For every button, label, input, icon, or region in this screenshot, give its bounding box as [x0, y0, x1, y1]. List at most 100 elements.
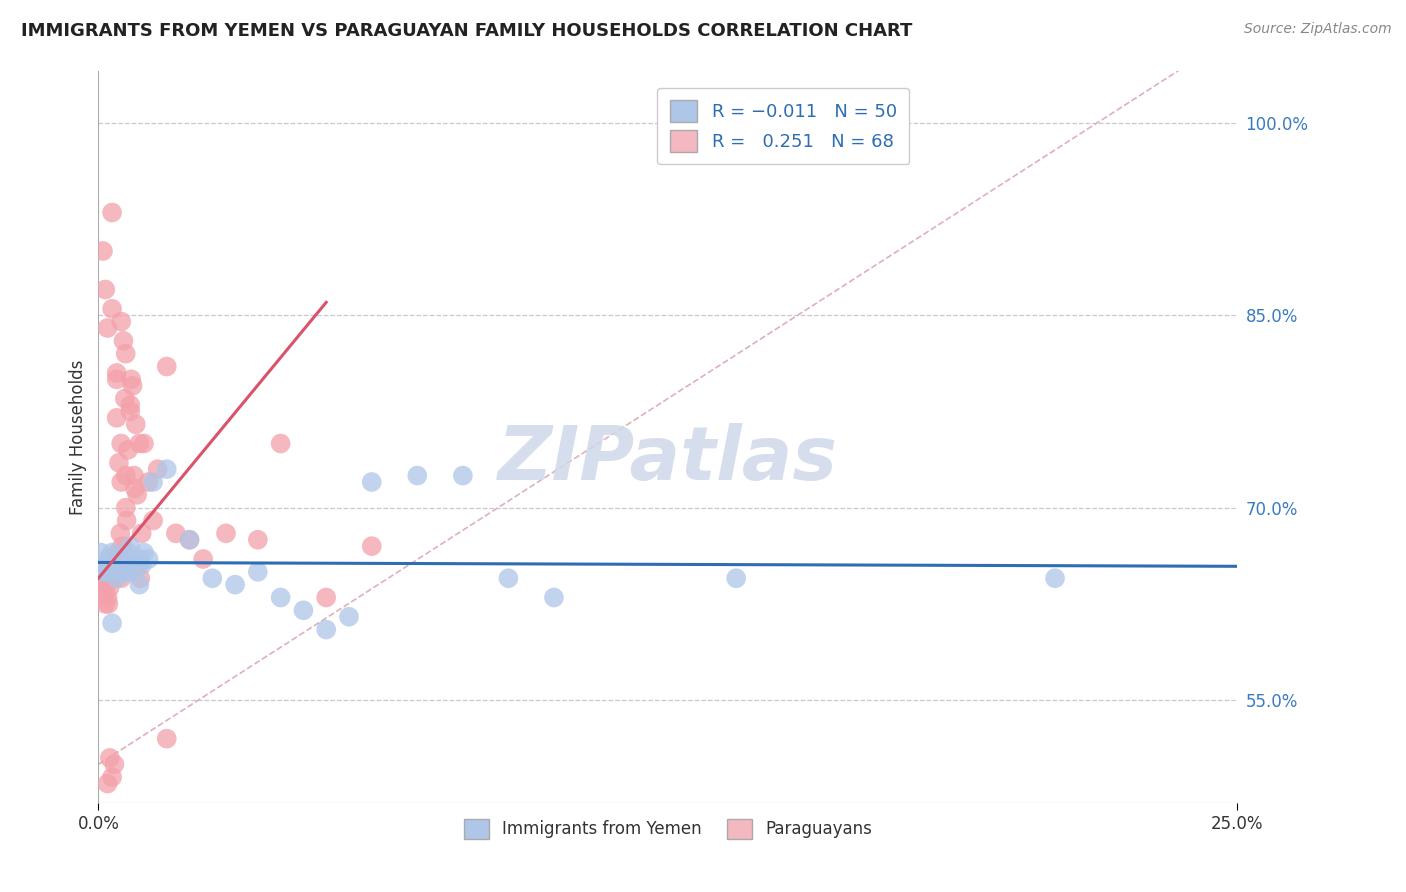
Legend: Immigrants from Yemen, Paraguayans: Immigrants from Yemen, Paraguayans — [457, 812, 879, 846]
Point — [107, 545, 129, 559]
Point — [101, 301, 124, 316]
Point — [246, 533, 269, 547]
Point — [201, 571, 224, 585]
Point — [129, 571, 152, 585]
Point — [112, 552, 135, 566]
Point — [96, 577, 118, 591]
Point — [101, 565, 124, 579]
Point — [142, 514, 165, 528]
Point — [138, 475, 160, 489]
Point — [114, 468, 136, 483]
Point — [156, 731, 179, 746]
Point — [98, 580, 121, 594]
Point — [120, 539, 142, 553]
Point — [101, 616, 124, 631]
Point — [1043, 571, 1066, 585]
Point — [91, 577, 114, 591]
Point — [111, 539, 134, 553]
Point — [246, 565, 269, 579]
Point — [270, 591, 292, 605]
Point — [108, 456, 131, 470]
Point — [725, 571, 748, 585]
Point — [120, 398, 142, 412]
Point — [406, 468, 429, 483]
Point — [131, 526, 153, 541]
Point — [90, 545, 112, 559]
Point — [96, 552, 118, 566]
Point — [110, 571, 132, 585]
Point — [337, 609, 360, 624]
Text: IMMIGRANTS FROM YEMEN VS PARAGUAYAN FAMILY HOUSEHOLDS CORRELATION CHART: IMMIGRANTS FROM YEMEN VS PARAGUAYAN FAMI… — [21, 22, 912, 40]
Point — [100, 558, 122, 573]
Point — [91, 244, 114, 258]
Point — [110, 558, 132, 573]
Point — [110, 565, 132, 579]
Text: ZIPatlas: ZIPatlas — [498, 423, 838, 496]
Point — [498, 571, 520, 585]
Point — [105, 366, 128, 380]
Point — [131, 558, 153, 573]
Point — [127, 558, 149, 573]
Point — [101, 205, 124, 219]
Point — [156, 462, 179, 476]
Point — [94, 597, 117, 611]
Point — [110, 558, 132, 573]
Point — [98, 751, 121, 765]
Point — [112, 334, 135, 348]
Point — [91, 565, 114, 579]
Point — [110, 475, 132, 489]
Point — [121, 558, 143, 573]
Point — [270, 436, 292, 450]
Point — [360, 475, 382, 489]
Point — [93, 584, 115, 599]
Point — [97, 597, 120, 611]
Point — [101, 558, 124, 573]
Point — [105, 372, 128, 386]
Point — [543, 591, 565, 605]
Point — [315, 623, 337, 637]
Point — [107, 565, 129, 579]
Point — [132, 545, 155, 559]
Point — [100, 571, 122, 585]
Point — [132, 436, 155, 450]
Point — [103, 552, 125, 566]
Point — [90, 571, 112, 585]
Point — [98, 552, 121, 566]
Point — [91, 558, 114, 573]
Point — [115, 514, 138, 528]
Point — [179, 533, 201, 547]
Point — [104, 558, 127, 573]
Point — [110, 315, 132, 329]
Point — [103, 757, 125, 772]
Point — [179, 533, 201, 547]
Point — [93, 565, 115, 579]
Point — [142, 475, 165, 489]
Point — [101, 565, 124, 579]
Point — [122, 468, 145, 483]
Point — [105, 410, 128, 425]
Point — [193, 552, 215, 566]
Point — [224, 577, 246, 591]
Point — [128, 577, 150, 591]
Point — [121, 378, 143, 392]
Point — [105, 571, 128, 585]
Point — [315, 591, 337, 605]
Point — [101, 770, 124, 784]
Point — [165, 526, 187, 541]
Point — [117, 442, 139, 457]
Point — [96, 591, 118, 605]
Point — [110, 436, 132, 450]
Point — [451, 468, 474, 483]
Point — [125, 417, 148, 432]
Point — [120, 404, 142, 418]
Point — [360, 539, 382, 553]
Point — [101, 545, 124, 559]
Point — [156, 359, 179, 374]
Point — [97, 565, 120, 579]
Point — [96, 776, 118, 790]
Point — [104, 565, 127, 579]
Point — [120, 372, 142, 386]
Point — [124, 552, 146, 566]
Point — [127, 488, 149, 502]
Y-axis label: Family Households: Family Households — [69, 359, 87, 515]
